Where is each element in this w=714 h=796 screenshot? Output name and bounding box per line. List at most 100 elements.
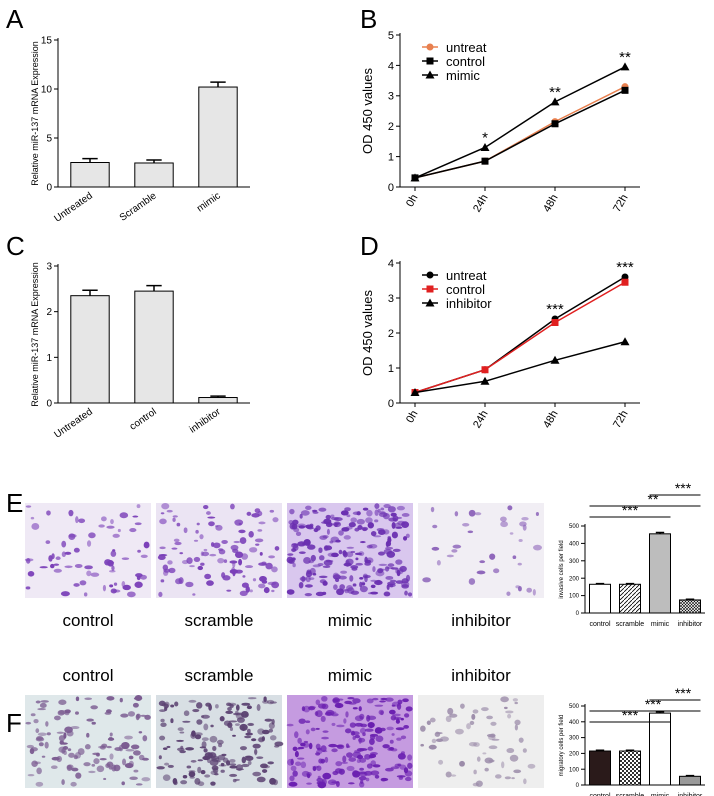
bar [649, 712, 671, 786]
cell [235, 704, 240, 711]
cell [294, 750, 299, 758]
cell [396, 569, 401, 577]
cell [379, 700, 386, 703]
cell [432, 524, 438, 529]
cell [58, 699, 67, 705]
cell [223, 559, 228, 564]
cell [349, 575, 354, 582]
cell [230, 503, 235, 510]
panel-label: E [6, 488, 23, 518]
cell [83, 762, 91, 767]
error-bar [210, 395, 226, 398]
cell [514, 724, 518, 731]
cell [431, 738, 437, 744]
cell [291, 543, 299, 546]
cell [78, 518, 86, 524]
cell [305, 505, 312, 510]
cell [352, 698, 361, 704]
cell [167, 764, 174, 768]
cell [345, 711, 349, 718]
cell [428, 744, 437, 750]
cell [401, 512, 410, 517]
cell [521, 516, 529, 521]
cell [398, 776, 404, 780]
photo-label: inhibitor [451, 611, 511, 630]
cell [507, 713, 512, 719]
cell [182, 720, 191, 723]
cell [35, 728, 40, 734]
cell [274, 745, 280, 748]
cell [320, 745, 327, 752]
cell [199, 746, 207, 749]
cell [84, 697, 93, 701]
cell [180, 780, 188, 785]
error-bar [595, 582, 605, 585]
cell [229, 758, 236, 763]
cell [518, 539, 523, 542]
cell [304, 584, 313, 588]
cell [110, 519, 114, 525]
cell [140, 574, 147, 580]
cell [359, 581, 363, 588]
cell [472, 782, 479, 787]
cell [64, 551, 72, 555]
cell [27, 571, 35, 577]
cell [523, 778, 527, 785]
error-bar [210, 81, 226, 88]
cell [61, 540, 67, 548]
cell [446, 554, 454, 558]
cell [271, 581, 280, 589]
cell [321, 695, 328, 702]
cell [228, 763, 237, 766]
cell [490, 721, 497, 726]
cell [387, 581, 396, 586]
cell [268, 555, 275, 559]
cell [327, 552, 336, 557]
panel-label: B [360, 4, 377, 34]
cell [436, 560, 441, 566]
cell [506, 591, 511, 596]
cell [40, 700, 49, 703]
cell [268, 728, 274, 733]
y-axis-label: OD 450 values [360, 290, 375, 376]
cell [238, 522, 242, 525]
cell [476, 756, 481, 762]
cell [426, 720, 431, 726]
cell [308, 742, 313, 750]
cell [260, 575, 265, 581]
legend-label: untreat [446, 268, 487, 283]
cell [396, 737, 402, 741]
cell [209, 735, 218, 743]
y-tick-label: 0 [388, 398, 394, 410]
cell [317, 781, 327, 789]
cell [407, 754, 413, 761]
bar [198, 397, 238, 404]
cell [331, 748, 338, 753]
significance-label: *** [546, 301, 564, 318]
cell [447, 707, 454, 715]
y-tick-label: 2 [46, 307, 52, 318]
cell [219, 716, 225, 722]
cell [245, 755, 254, 761]
cell [192, 593, 196, 596]
y-tick-label: 4 [388, 258, 394, 270]
cell [99, 758, 107, 761]
cell [176, 739, 184, 742]
cell [239, 590, 248, 597]
cell [396, 505, 405, 511]
cell [109, 753, 114, 760]
cell [111, 565, 115, 571]
cell [208, 704, 212, 711]
cell [514, 719, 521, 726]
cell [352, 707, 358, 710]
legend-marker [425, 298, 435, 307]
cell [134, 694, 143, 702]
cell [256, 704, 261, 712]
cell [204, 573, 212, 580]
cell [435, 738, 444, 743]
cell [74, 752, 82, 759]
cell [58, 735, 65, 742]
cell [263, 696, 267, 703]
cell [88, 532, 96, 539]
y-tick-label: 3 [388, 91, 394, 103]
